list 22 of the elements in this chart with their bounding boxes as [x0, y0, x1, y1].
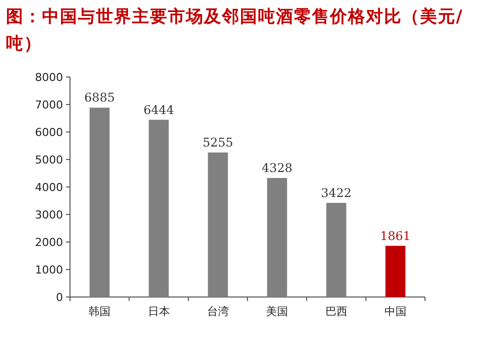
y-tick-label: 1000	[35, 264, 63, 276]
x-tick-label: 美国	[266, 305, 288, 318]
data-label: 6885	[84, 90, 115, 105]
y-tick-label: 7000	[35, 98, 63, 112]
data-label: 3422	[320, 186, 352, 200]
x-tick-label: 中国	[384, 305, 406, 318]
x-tick-label: 台湾	[206, 305, 229, 318]
data-label: 1861	[380, 228, 411, 243]
x-tick-label: 巴西	[325, 305, 348, 318]
y-tick-label: 3000	[35, 208, 63, 222]
y-tick-label: 4000	[35, 181, 63, 194]
y-tick-label: 8000	[35, 71, 63, 84]
data-label: 4328	[262, 160, 292, 175]
x-tick-label: 韩国	[88, 305, 111, 318]
data-label: 6444	[143, 102, 174, 117]
y-tick-label: 5000	[35, 154, 63, 166]
y-tick-label: 2000	[35, 236, 63, 249]
y-tick-label: 0	[56, 291, 63, 304]
y-tick-label: 6000	[35, 126, 63, 139]
x-tick-label: 日本	[148, 305, 170, 318]
title: 图：中国与世界主要市场及邻国吨酒零售价格对比（美元/吨）	[6, 6, 464, 56]
data-label: 5255	[202, 135, 234, 150]
